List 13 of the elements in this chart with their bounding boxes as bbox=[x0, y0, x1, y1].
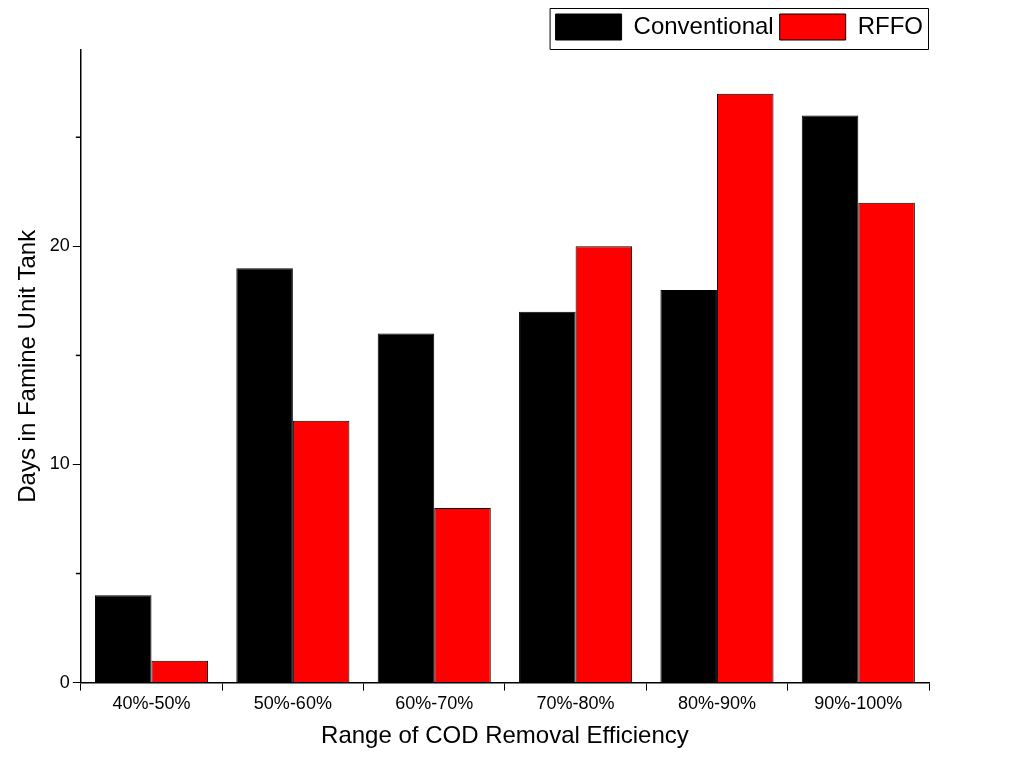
x-tick-label: 90%-100% bbox=[814, 693, 903, 714]
x-tick-label: 80%-90% bbox=[677, 693, 756, 714]
y-tick-label: 0 bbox=[59, 671, 70, 692]
legend-label: Conventional bbox=[633, 11, 774, 39]
x-tick-label: 40%-50% bbox=[112, 693, 191, 714]
legend-label: RFFO bbox=[857, 11, 924, 39]
y-tick-label: 10 bbox=[49, 453, 70, 474]
x-tick-label: 70%-80% bbox=[536, 693, 615, 714]
x-tick-label: 50%-60% bbox=[253, 693, 332, 714]
y-tick-label: 20 bbox=[49, 235, 70, 256]
x-tick-label: 60%-70% bbox=[395, 693, 474, 714]
y-axis-title: Days in Famine Unit Tank bbox=[13, 228, 41, 503]
x-axis-title: Range of COD Removal Efficiency bbox=[321, 721, 689, 749]
